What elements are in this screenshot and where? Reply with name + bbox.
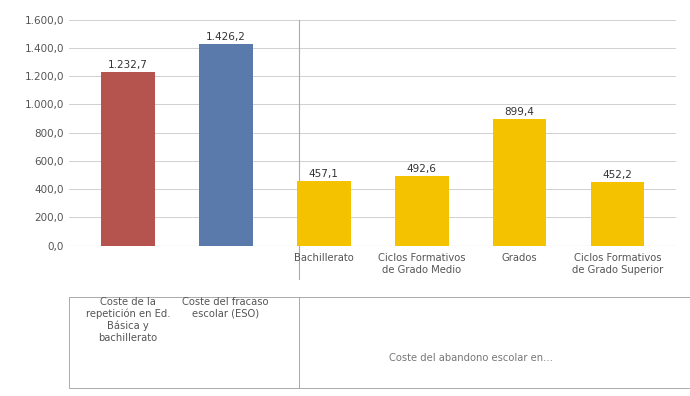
Text: Coste de la
repetición en Ed.
Básica y
bachillerato: Coste de la repetición en Ed. Básica y b… [86,297,170,343]
Text: Grados: Grados [502,253,538,263]
Text: 457,1: 457,1 [308,169,339,179]
Text: 1.232,7: 1.232,7 [108,59,148,70]
Text: Coste del abandono escolar en...: Coste del abandono escolar en... [388,354,553,364]
Bar [101,72,155,246]
Bar [297,181,351,246]
Text: Ciclos Formativos
de Grado Medio: Ciclos Formativos de Grado Medio [378,253,465,275]
Text: 452,2: 452,2 [602,169,632,180]
Text: 1.426,2: 1.426,2 [206,32,246,42]
Bar [199,44,253,246]
Bar [299,297,690,388]
Bar [591,182,644,246]
Text: 492,6: 492,6 [406,164,437,174]
Text: Bachillerato: Bachillerato [294,253,353,263]
Text: Ciclos Formativos
de Grado Superior: Ciclos Formativos de Grado Superior [572,253,663,275]
Text: 899,4: 899,4 [504,107,535,116]
Bar [395,176,448,246]
Bar [69,297,299,388]
Bar [493,119,546,246]
Text: Coste del fracaso
escolar (ESO): Coste del fracaso escolar (ESO) [182,297,269,319]
